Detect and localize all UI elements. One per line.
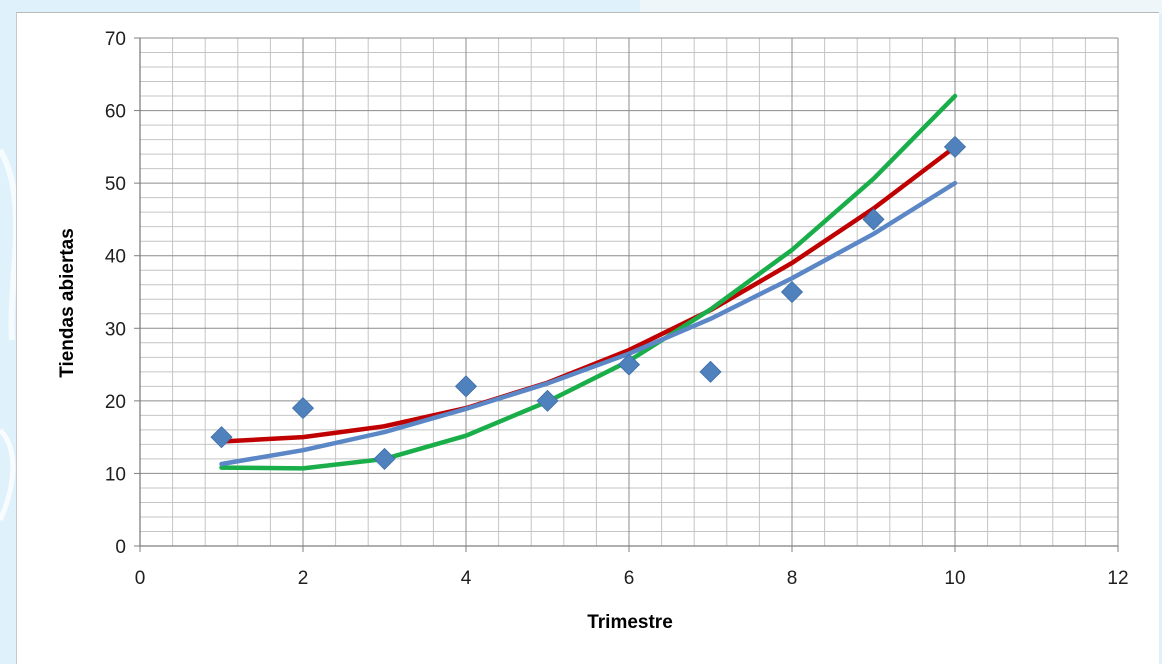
- x-axis-title: Trimestre: [587, 612, 673, 633]
- x-tick-label: 12: [1107, 568, 1128, 589]
- chart-area: 0 2 4 6 8 10 12 0 10 20 30 40 50 60 70 Trimestre Tiend…: [16, 12, 1159, 664]
- data-point-diamond: [373, 447, 396, 470]
- x-tick-label: 0: [135, 568, 146, 589]
- data-point-diamond: [617, 353, 641, 376]
- data-point-diamond: [780, 280, 804, 304]
- y-tick-label: 20: [105, 392, 126, 413]
- data-series: [210, 93, 967, 471]
- red-trend-line: [219, 144, 958, 444]
- green-trend-line: [219, 93, 958, 471]
- blue-trend-line: [219, 180, 958, 467]
- data-point-diamond: [210, 426, 233, 449]
- y-tick-label: 10: [105, 464, 126, 485]
- y-tick-label: 60: [105, 102, 126, 123]
- y-tick-label: 0: [115, 537, 126, 558]
- y-tick-label: 70: [105, 29, 126, 50]
- y-tick-label: 40: [105, 247, 126, 268]
- x-tick-label: 8: [787, 568, 798, 589]
- y-tick-label: 50: [105, 174, 126, 195]
- x-tick-label: 10: [944, 568, 965, 589]
- y-tick-label: 30: [105, 319, 126, 340]
- x-tick-label: 2: [298, 568, 309, 589]
- data-point-diamond: [862, 208, 885, 231]
- data-point-diamond: [536, 389, 559, 412]
- data-point-diamond: [943, 135, 967, 158]
- x-tick-label: 4: [461, 568, 472, 589]
- x-tick-label: 6: [624, 568, 635, 589]
- data-point-diamond: [291, 397, 315, 420]
- data-point-diamond: [454, 375, 478, 398]
- data-point-diamond: [699, 360, 722, 383]
- tick-labels: 0 2 4 6 8 10 12 0 10 20 30 40 50 60 70: [105, 29, 1129, 589]
- axes: [134, 37, 1119, 552]
- chart-plot: 0 2 4 6 8 10 12 0 10 20 30 40 50 60 70 Trimestre Tiend…: [57, 29, 1129, 633]
- y-axis-title: Tiendas abiertas: [57, 228, 78, 378]
